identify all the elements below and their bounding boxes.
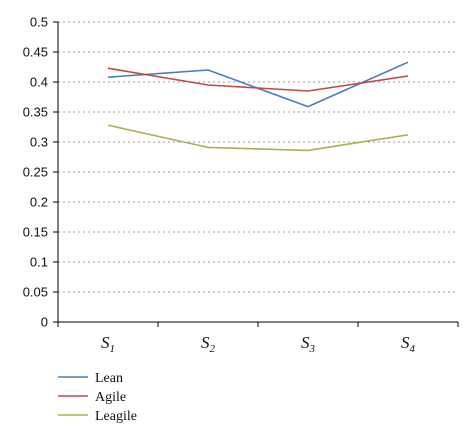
legend-label-lean: Lean — [95, 371, 123, 386]
x-tick-label-base: S — [301, 333, 310, 352]
y-tick-label: 0.3 — [30, 135, 48, 150]
series-line-agile — [107, 67, 409, 92]
x-tick-label-base: S — [201, 333, 210, 352]
y-tick-label: 0.2 — [30, 195, 48, 210]
x-tick-label: S1 — [101, 333, 115, 355]
x-tick-label-subscript: 2 — [210, 343, 216, 355]
y-tick-label: 0.35 — [23, 105, 48, 120]
y-tick-label: 0.45 — [23, 45, 48, 60]
y-tick-label: 0.4 — [30, 75, 48, 90]
y-tick-label: 0.5 — [30, 15, 48, 30]
x-tick-label: S4 — [401, 333, 416, 355]
x-tick-label-subscript: 4 — [410, 343, 416, 355]
series-lines — [107, 61, 409, 152]
x-tick-label: S3 — [301, 333, 316, 355]
legend: Lean Agile Leagile — [58, 371, 137, 424]
x-tick-label-base: S — [401, 333, 410, 352]
x-tick-label-base: S — [101, 333, 110, 352]
y-tick-label: 0 — [41, 315, 48, 330]
x-tick-label: S2 — [201, 333, 216, 355]
legend-label-leagile: Leagile — [95, 409, 137, 424]
y-tick-label: 0.15 — [23, 225, 48, 240]
x-axis-ticks: S1 S2 S3 S4 — [57, 322, 459, 355]
y-tick-label: 0.1 — [30, 255, 48, 270]
y-tick-label: 0.05 — [23, 285, 48, 300]
series-line-leagile — [107, 124, 409, 152]
legend-label-agile: Agile — [95, 390, 126, 405]
y-tick-label: 0.25 — [23, 165, 48, 180]
x-tick-label-subscript: 3 — [309, 343, 316, 355]
y-axis-ticks: 0 0.05 0.1 0.15 0.2 0.25 0.3 0.35 0.4 0.45 0.5 — [23, 15, 58, 330]
gridlines — [58, 21, 458, 293]
x-tick-label-subscript: 1 — [110, 343, 116, 355]
series-line-lean — [107, 61, 409, 108]
